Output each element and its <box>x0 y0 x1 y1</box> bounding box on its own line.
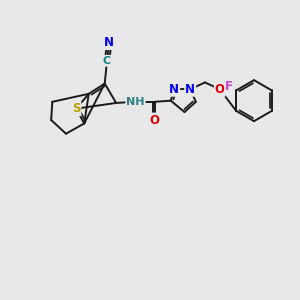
Text: N: N <box>104 36 114 49</box>
Text: O: O <box>215 83 225 96</box>
Text: O: O <box>150 113 160 127</box>
Text: S: S <box>72 102 80 115</box>
Text: N: N <box>185 83 195 96</box>
Text: N: N <box>169 83 179 96</box>
Text: F: F <box>225 80 233 93</box>
Text: C: C <box>103 56 111 66</box>
Text: NH: NH <box>126 97 145 107</box>
